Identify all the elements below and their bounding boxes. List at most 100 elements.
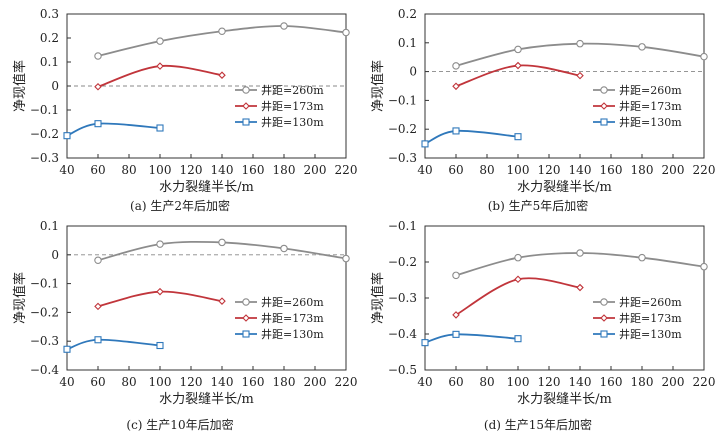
chart-a: 40 60 80 100 120 140 160 180 200 220 −0.3 −0.2 −0.1 0… [12,7,357,195]
x-tick-label: 160 [600,163,623,177]
x-tick-label: 60 [90,375,105,389]
series-2 [63,120,164,140]
legend-entry: 井距=130m [593,115,682,129]
x-tick-label: 160 [242,375,265,389]
marker-diamond [218,71,226,79]
legend-label: 井距=130m [619,327,682,341]
marker-circle [452,62,460,70]
legend-label: 井距=173m [619,99,682,113]
y-tick-label: −0.1 [388,93,417,107]
x-tick-label: 60 [448,375,463,389]
y-tick-label: −0.2 [30,127,59,141]
x-axis-label: 水力裂缝半长/m [517,392,612,407]
marker-square [452,330,460,338]
marker-diamond [94,82,102,91]
chart-c: 40 60 80 100 120 140 160 180 200 220 −0.4 −0.3 −0.2 −… [12,219,357,407]
marker-circle [94,52,102,60]
marker-diamond [576,71,584,80]
chart-panel-b: 40 60 80 100 120 140 160 180 200 220 −0.3 −0.2 −0.1 0… [358,0,718,218]
y-tick-label: −0.3 [388,151,417,165]
series-0 [452,39,708,70]
x-tick-label: 100 [149,163,172,177]
chart-panel-a: 40 60 80 100 120 140 160 180 200 220 −0.3 −0.2 −0.1 0… [0,0,360,218]
legend-label: 井距=130m [261,327,324,341]
marker-diamond [94,302,102,311]
x-tick-label: 200 [304,375,327,389]
marker-circle [452,271,460,280]
x-axis-label: 水力裂缝半长/m [159,392,254,407]
marker-square [63,132,71,140]
marker-diamond [600,102,608,110]
y-axis-label: 净现值率 [12,60,28,112]
series-line [424,333,519,344]
legend-entry: 井距=173m [593,311,682,325]
marker-diamond [600,314,608,322]
y-tick-label: −0.5 [388,363,417,377]
marker-circle [514,45,522,54]
legend-entry: 井距=173m [235,99,324,113]
marker-diamond [514,275,522,284]
x-tick-label: 180 [273,163,296,177]
y-tick-label: −0.1 [30,277,59,291]
marker-circle [94,256,102,265]
series-1 [452,275,584,319]
y-axis-label: 净现值率 [370,272,386,324]
legend-label: 井距=173m [261,311,324,325]
marker-circle [700,52,708,61]
legend-label: 井距=260m [619,295,682,309]
legend-label: 井距=173m [261,99,324,113]
marker-square [421,140,429,148]
marker-diamond [452,82,460,91]
x-tick-label: 160 [242,163,265,177]
x-tick-label: 100 [507,163,530,177]
marker-square [600,330,608,338]
legend-label: 井距=130m [619,115,682,129]
marker-square [514,335,522,343]
x-tick-label: 120 [538,375,561,389]
y-tick-label: 0.2 [398,7,417,21]
marker-square [63,345,71,353]
y-tick-label: −0.1 [388,219,417,233]
x-tick-label: 140 [569,375,592,389]
series-1 [94,62,226,91]
marker-circle [638,43,646,51]
y-tick-label: −0.3 [388,291,417,305]
chart-panel-c: 40 60 80 100 120 140 160 180 200 220 −0.4 −0.3 −0.2 −… [0,212,360,432]
y-tick-label: −0.3 [30,334,59,348]
marker-diamond [514,61,522,70]
legend-entry: 井距=130m [593,327,682,341]
series-line [424,129,519,145]
y-tick-label: 0 [51,79,59,93]
marker-diamond [242,314,250,322]
y-tick-label: −0.2 [388,255,417,269]
legend-label: 井距=260m [619,83,682,97]
x-tick-label: 180 [631,163,654,177]
legend-entry: 井距=130m [235,115,324,129]
x-tick-label: 100 [507,375,530,389]
marker-diamond [156,62,164,70]
x-tick-label: 120 [538,163,561,177]
marker-circle [218,238,226,247]
marker-circle [576,249,584,257]
x-tick-label: 100 [149,375,172,389]
x-tick-label: 40 [59,163,74,177]
marker-circle [218,27,226,36]
y-tick-label: 0.2 [40,31,59,45]
series-0 [94,238,350,265]
x-axis-label: 水力裂缝半长/m [159,180,254,195]
x-tick-label: 200 [662,163,685,177]
caption-d: (d) 生产15年后加密 [483,418,593,432]
marker-circle [342,254,350,263]
marker-square [94,336,102,344]
y-tick-label: 0.3 [40,7,59,21]
marker-diamond [156,287,164,296]
marker-diamond [576,283,584,292]
y-tick-label: −0.4 [30,363,60,377]
marker-circle [600,86,608,94]
series-2 [421,330,522,347]
x-tick-label: 80 [121,375,136,389]
legend-entry: 井距=260m [593,83,682,97]
y-tick-label: −0.2 [30,305,59,319]
series-2 [63,336,164,353]
marker-circle [638,253,646,262]
